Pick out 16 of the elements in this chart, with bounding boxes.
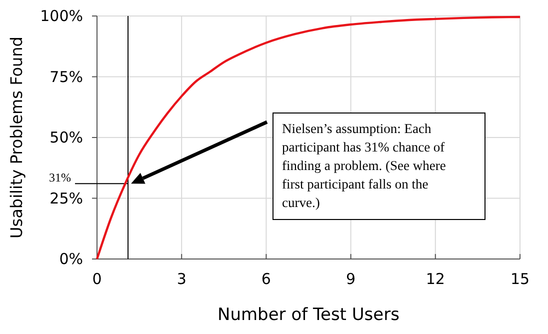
y-tick-label: 50% (50, 128, 83, 146)
annotation: Nielsen’s assumption: Each participant has 31% chance of finding a problem. (See where first participant falls on the curve.) (282, 121, 446, 210)
x-tick-label: 15 (510, 270, 530, 288)
y-axis-title: Usability Problems Found (7, 36, 26, 238)
x-tick-label: 0 (92, 270, 102, 288)
x-tick-label: 6 (261, 270, 271, 288)
line-series (96, 16, 522, 260)
y-tick-label: 0% (59, 250, 83, 268)
y-tick-label: 25% (50, 189, 83, 208)
x-tick-label: 12 (426, 270, 445, 288)
y-tick-label: 100% (40, 7, 83, 25)
x-tick-label: 3 (176, 270, 186, 288)
y-tick-label: 75% (50, 68, 83, 86)
x-axis-title: Number of Test Users (218, 305, 400, 325)
ref-line-label: 31% (49, 170, 71, 185)
x-tick-label: 9 (346, 270, 356, 288)
